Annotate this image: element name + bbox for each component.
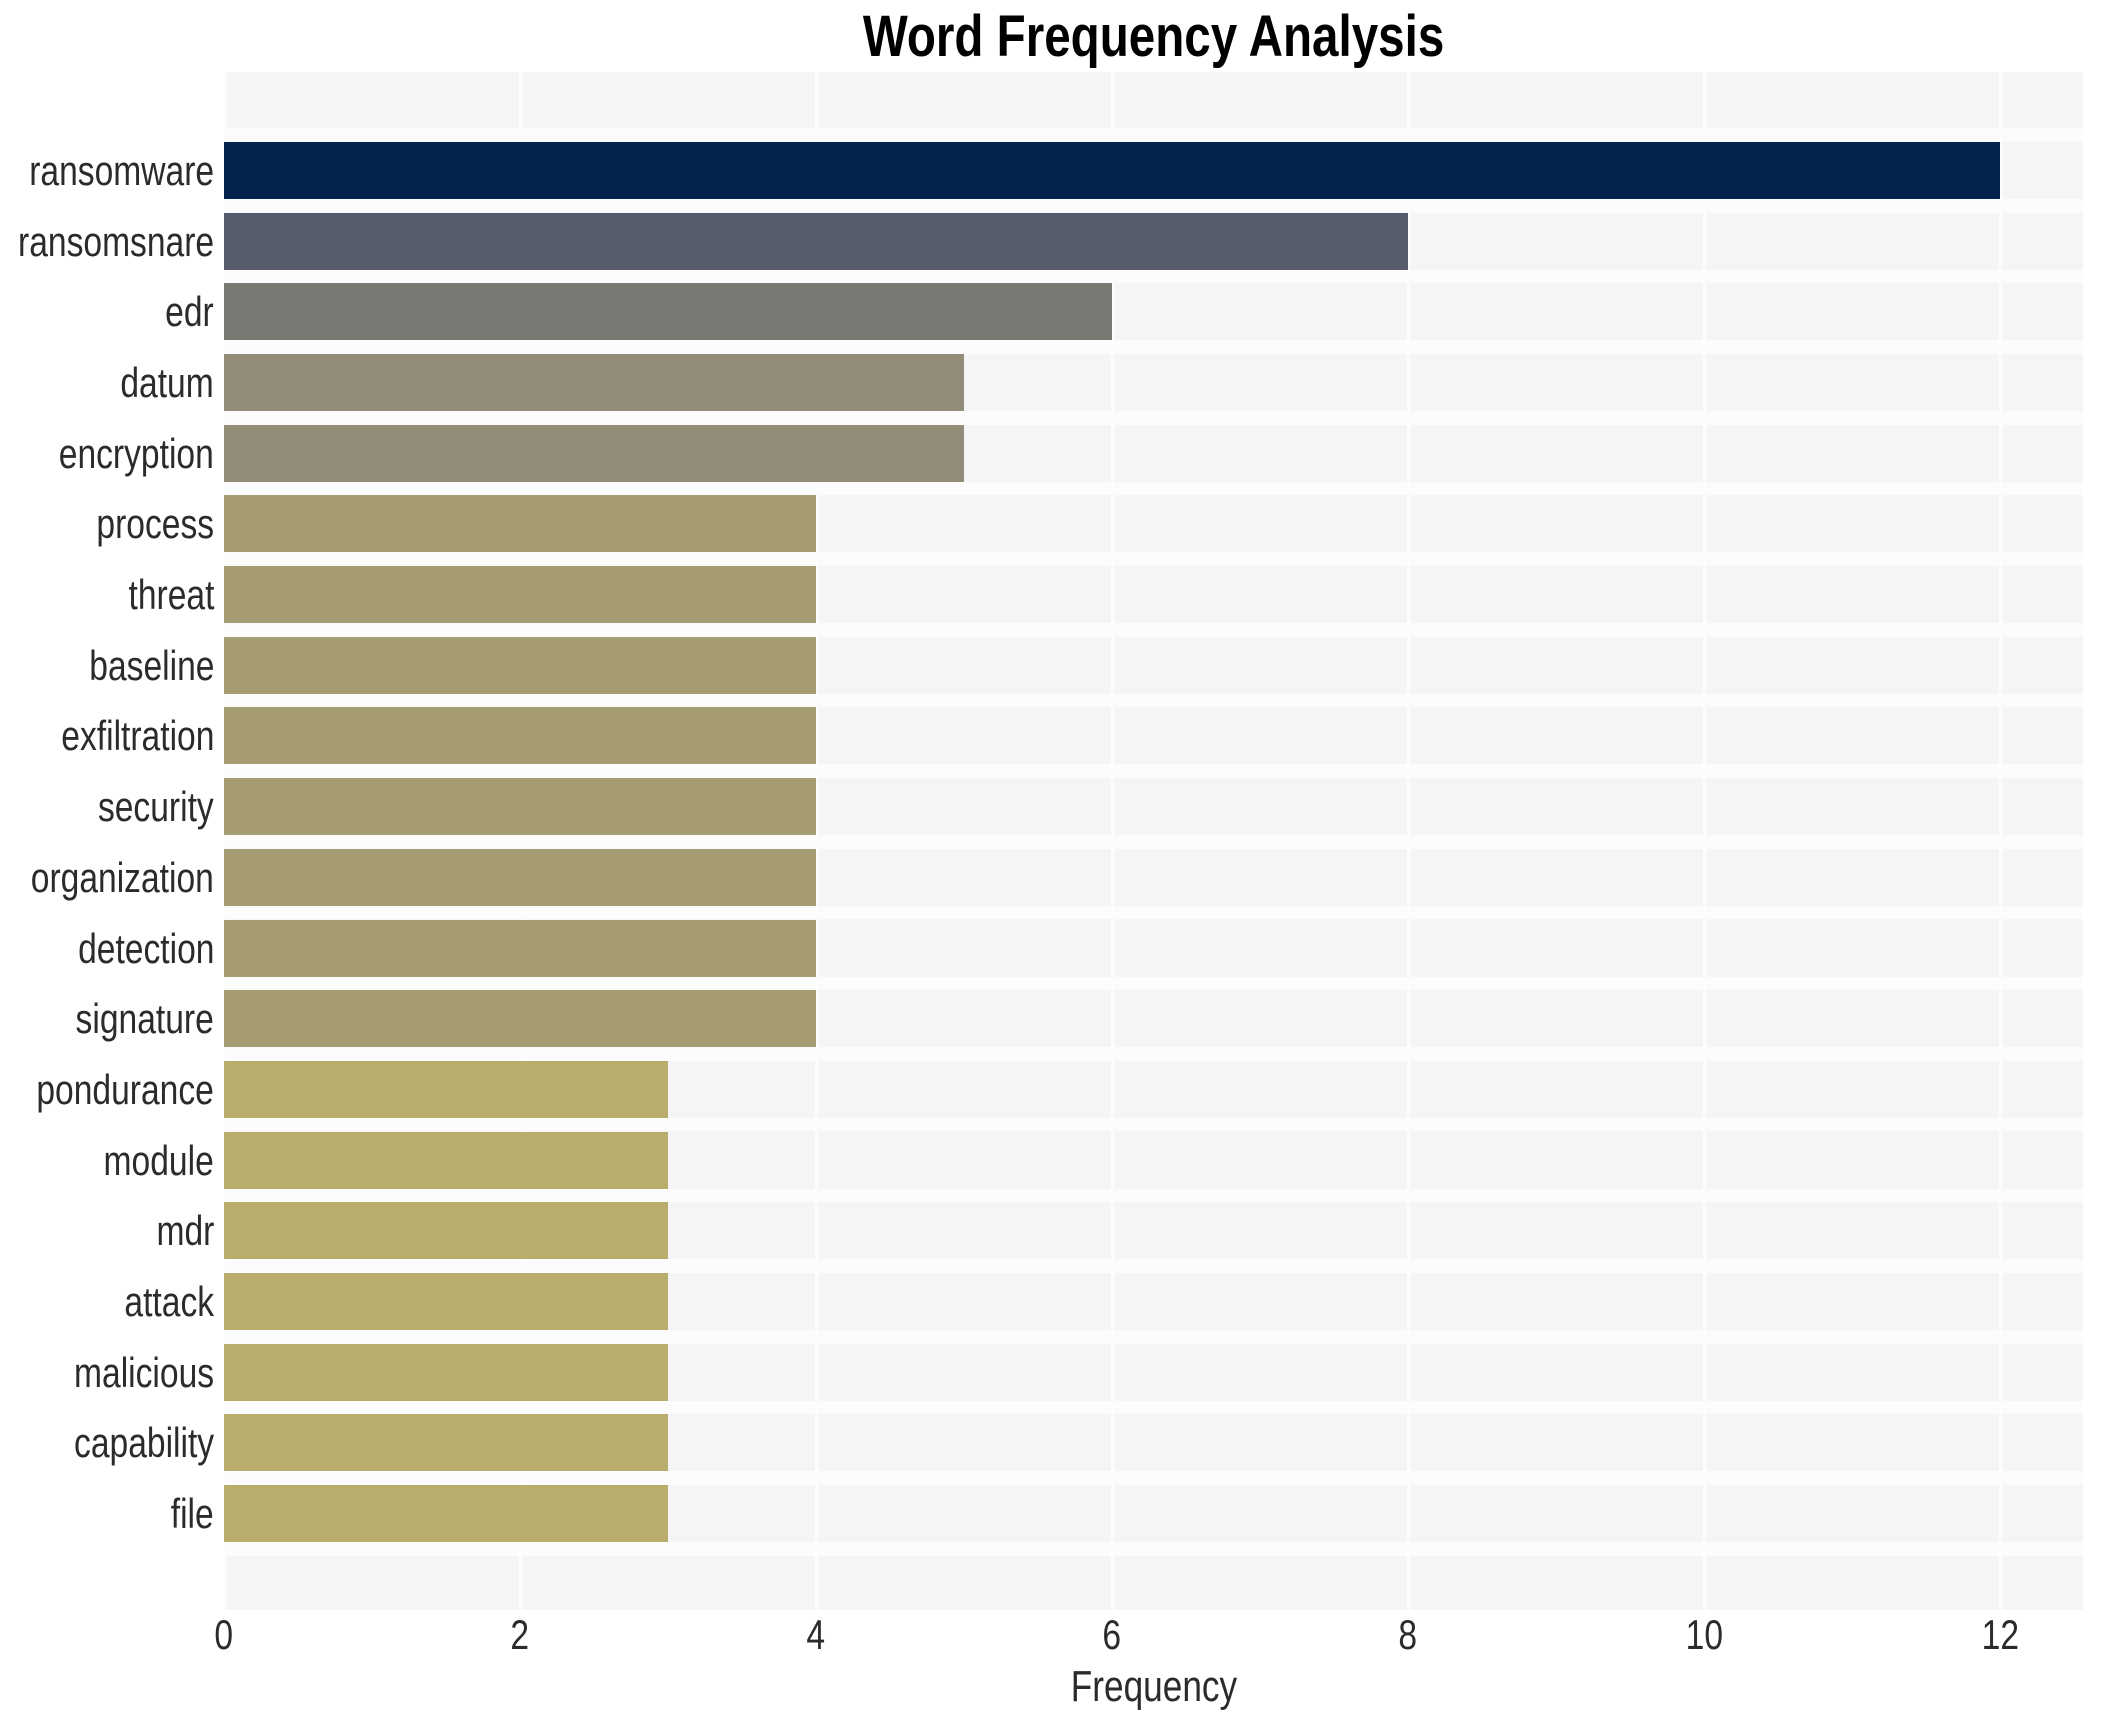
bar-attack	[224, 1272, 668, 1330]
row-gap-stripe	[224, 1259, 2083, 1273]
bar-ransomsnare	[224, 212, 1408, 270]
x-tick-label-8: 8	[1398, 1611, 1418, 1658]
x-gridline-6	[1111, 72, 1114, 1610]
row-gap-stripe	[224, 481, 2083, 496]
bar-encryption	[224, 424, 964, 482]
x-tick-label-10: 10	[1685, 1611, 1723, 1658]
x-gridline-0	[224, 72, 226, 1610]
y-tick-label-file: file	[171, 1489, 214, 1537]
row-gap-stripe	[224, 1329, 2083, 1344]
plot-area	[224, 72, 2083, 1610]
bar-datum	[224, 354, 964, 411]
y-tick-label-detection: detection	[77, 924, 214, 972]
bar-exfiltration	[224, 707, 816, 765]
y-tick-label-mdr: mdr	[156, 1207, 214, 1255]
bar-file	[224, 1484, 668, 1542]
bar-organization	[224, 848, 816, 906]
bar-edr	[224, 283, 1112, 341]
bar-mdr	[224, 1202, 668, 1260]
y-tick-label-encryption: encryption	[58, 429, 214, 477]
row-gap-stripe	[224, 835, 2083, 849]
y-tick-label-threat: threat	[128, 571, 214, 619]
row-gap-stripe	[224, 1188, 2083, 1203]
bar-security	[224, 778, 816, 836]
x-tick-label-12: 12	[1981, 1611, 2019, 1658]
x-gridline-4	[815, 72, 818, 1610]
y-tick-label-ransomsnare: ransomsnare	[17, 217, 214, 265]
bar-capability	[224, 1414, 668, 1472]
x-axis-title: Frequency	[1070, 1662, 1237, 1710]
chart-title: Word Frequency Analysis	[862, 4, 1445, 69]
row-gap-stripe	[224, 411, 2083, 425]
x-gridline-2	[519, 72, 522, 1610]
x-tick-label-2: 2	[510, 1611, 530, 1658]
y-tick-label-capability: capability	[73, 1419, 214, 1467]
row-gap-stripe	[224, 764, 2083, 779]
x-tick-label-6: 6	[1102, 1611, 1122, 1658]
row-gap-stripe	[224, 905, 2083, 920]
row-gap-stripe	[224, 199, 2083, 213]
bar-signature	[224, 990, 816, 1048]
y-tick-label-module: module	[103, 1136, 214, 1184]
x-axis-tick-labels: 0 2 4 6 8 10 12	[215, 1611, 2083, 1658]
row-gap-stripe	[224, 340, 2083, 354]
x-gridline-12	[1999, 72, 2002, 1610]
bar-process	[224, 495, 816, 553]
x-tick-label-0: 0	[214, 1611, 234, 1658]
y-axis-labels: ransomware ransomsnare edr datum encryption p…	[0, 72, 214, 1610]
row-gap-stripe	[224, 1400, 2083, 1415]
y-tick-label-exfiltration: exfiltration	[60, 712, 214, 760]
row-gap-stripe	[224, 1117, 2083, 1132]
row-gap-stripe	[224, 269, 2083, 284]
bar-module	[224, 1131, 668, 1189]
y-tick-label-malicious: malicious	[73, 1348, 214, 1396]
y-tick-label-attack: attack	[124, 1277, 214, 1325]
y-tick-label-security: security	[98, 783, 214, 831]
x-gridline-8	[1407, 72, 1410, 1610]
row-gap-stripe	[224, 552, 2083, 567]
row-gap-stripe	[224, 1047, 2083, 1061]
bar-malicious	[224, 1343, 668, 1401]
row-gap-stripe	[224, 1541, 2083, 1556]
y-tick-label-edr: edr	[165, 288, 214, 336]
y-tick-label-baseline: baseline	[88, 641, 214, 689]
bar-detection	[224, 919, 816, 977]
y-tick-label-process: process	[96, 500, 214, 548]
y-tick-label-signature: signature	[75, 995, 214, 1043]
bar-pondurance	[224, 1060, 668, 1118]
x-gridline-10	[1703, 72, 1706, 1610]
row-gap-stripe	[224, 1471, 2083, 1485]
y-tick-label-datum: datum	[120, 359, 214, 406]
x-tick-label-4: 4	[806, 1611, 826, 1658]
bar-baseline	[224, 636, 816, 694]
bar-threat	[224, 566, 816, 624]
bar-ransomware	[224, 142, 2000, 199]
row-gap-stripe	[224, 623, 2083, 637]
y-tick-label-organization: organization	[30, 853, 214, 901]
row-gap-stripe	[224, 693, 2083, 708]
y-tick-label-ransomware: ransomware	[29, 147, 214, 194]
row-gap-stripe	[224, 976, 2083, 991]
y-tick-label-pondurance: pondurance	[36, 1065, 214, 1113]
row-gap-stripe	[224, 128, 2083, 142]
